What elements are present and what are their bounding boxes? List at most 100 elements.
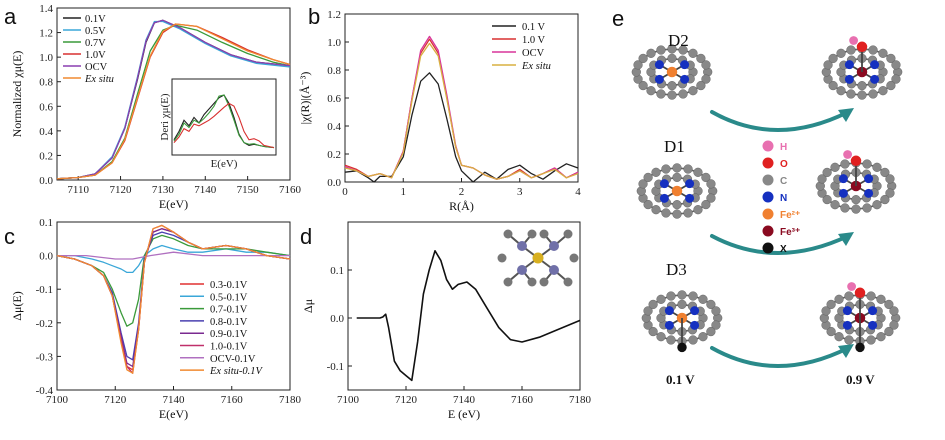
legend-label: OCV (85, 62, 108, 73)
carbon-atom (878, 86, 888, 96)
voltage-label-start: 0.1 V (666, 372, 695, 387)
carbon-atom (868, 45, 878, 55)
carbon-atom (891, 60, 901, 70)
carbon-atom (688, 335, 698, 345)
carbon-atom (643, 199, 653, 210)
nitrogen-atom (654, 74, 664, 84)
y-tick-label: -0.4 (36, 385, 54, 397)
nitrogen-atom (680, 74, 690, 84)
nitrogen-atom (838, 188, 848, 198)
carbon-atom (885, 188, 895, 198)
carbon-atom (830, 200, 840, 210)
y-tick-label: 0.4 (327, 121, 341, 133)
legend-atom-label: Fe³⁺ (780, 227, 800, 238)
carbon-atom (876, 332, 886, 342)
carbon-atom (672, 209, 682, 219)
legend-atom-swatch (762, 208, 774, 220)
series-line (56, 23, 291, 180)
carbon-atom (643, 306, 653, 316)
legend-atom-swatch (762, 225, 774, 237)
x-tick-label: 7140 (194, 184, 217, 196)
carbon-atom (667, 53, 677, 63)
iron-atom (671, 185, 683, 197)
x-tick-label: 7120 (104, 394, 127, 406)
legend-label: 0.3-0.1V (210, 280, 248, 291)
legend-label: Ex situ (84, 74, 114, 85)
carbon-atom (701, 74, 711, 84)
x-tick-label: 7120 (395, 394, 418, 406)
series-line (344, 42, 579, 180)
molecule-inset (497, 229, 579, 287)
porphyrin-structure (631, 44, 713, 100)
legend-atom-label: X (780, 244, 787, 255)
y-tick-label: 0.1 (330, 265, 344, 277)
nitrogen-atom (659, 179, 669, 189)
x-tick-label: 7180 (279, 394, 302, 406)
x-tick-label: 7100 (337, 394, 360, 406)
legend-atom-swatch (762, 191, 774, 203)
chart-panel-a: 7110 7120 7130 7140 7150 7160 0.0 0.2 0.4 0.6 0.8 1… (10, 3, 302, 211)
nitrogen-atom (664, 320, 674, 330)
y-tick-label: 1.0 (327, 37, 341, 49)
structure-label-d2: D2 (668, 31, 689, 50)
panel-letter-e: e (612, 6, 624, 31)
carbon-atom (539, 229, 549, 239)
legend-label: 0.1 V (522, 22, 546, 33)
structure-label-d1: D1 (664, 137, 685, 156)
nitrogen-atom (868, 320, 878, 330)
y-tick-label: 1.2 (327, 9, 341, 21)
nitrogen-atom (838, 174, 848, 184)
carbon-atom (876, 294, 886, 304)
x-tick-label: 7160 (279, 184, 302, 196)
porphyrin-structure (819, 282, 901, 353)
carbon-atom (633, 60, 643, 70)
carbon-atom (661, 208, 671, 218)
nitrogen-atom (690, 320, 700, 330)
y-tick-label: 0.6 (327, 93, 341, 105)
x-tick-label: 2 (459, 186, 465, 198)
nitrogen-atom (654, 60, 664, 70)
carbon-atom (678, 89, 688, 99)
carbon-atom (884, 299, 894, 310)
carbon-atom (857, 81, 867, 91)
carbon-atom (706, 193, 716, 203)
carbon-atom (823, 60, 833, 70)
legend-label: 0.7-0.1V (210, 305, 248, 316)
carbon-atom (656, 89, 666, 99)
carbon-atom (527, 277, 537, 287)
carbon-atom (701, 199, 711, 210)
legend-label: 1.0 V (522, 35, 546, 46)
carbon-atom (822, 194, 832, 205)
carbon-atom (880, 167, 890, 178)
porphyrin-structure (641, 290, 723, 353)
x-tick-label: 7160 (221, 394, 244, 406)
structure-label-d3: D3 (666, 260, 687, 279)
y-tick-label: 0.6 (39, 101, 53, 113)
series-line (56, 234, 291, 327)
y-tick-label: 0.1 (39, 217, 53, 229)
nitrogen-atom (517, 265, 527, 275)
x-tick-label: 7120 (110, 184, 133, 196)
carbon-atom (656, 294, 666, 304)
series-line (57, 251, 290, 260)
carbon-atom (844, 291, 854, 301)
x-axis-label: R(Å) (449, 199, 474, 213)
carbon-atom (836, 48, 846, 58)
inset-frame (171, 78, 277, 156)
nitrogen-atom (870, 60, 880, 70)
legend-atom-label: Fe²⁺ (780, 210, 800, 221)
plot-frame (347, 221, 581, 391)
carbon-atom (701, 172, 711, 183)
y-tick-label: 0.0 (39, 175, 53, 187)
arrow-head (838, 344, 854, 358)
carbon-atom (886, 53, 896, 64)
carbon-atom (866, 335, 876, 345)
carbon-atom (830, 162, 840, 172)
panel-letter-c: c (4, 224, 15, 249)
arrow-head (838, 108, 854, 122)
x-axis-label: E(eV) (159, 407, 188, 421)
y-tick-label: 0.0 (327, 177, 341, 189)
inset-y-axis-label: Deri χμ(E) (159, 93, 171, 140)
y-tick-label: 0.8 (327, 65, 341, 77)
nitrogen-atom (864, 188, 874, 198)
